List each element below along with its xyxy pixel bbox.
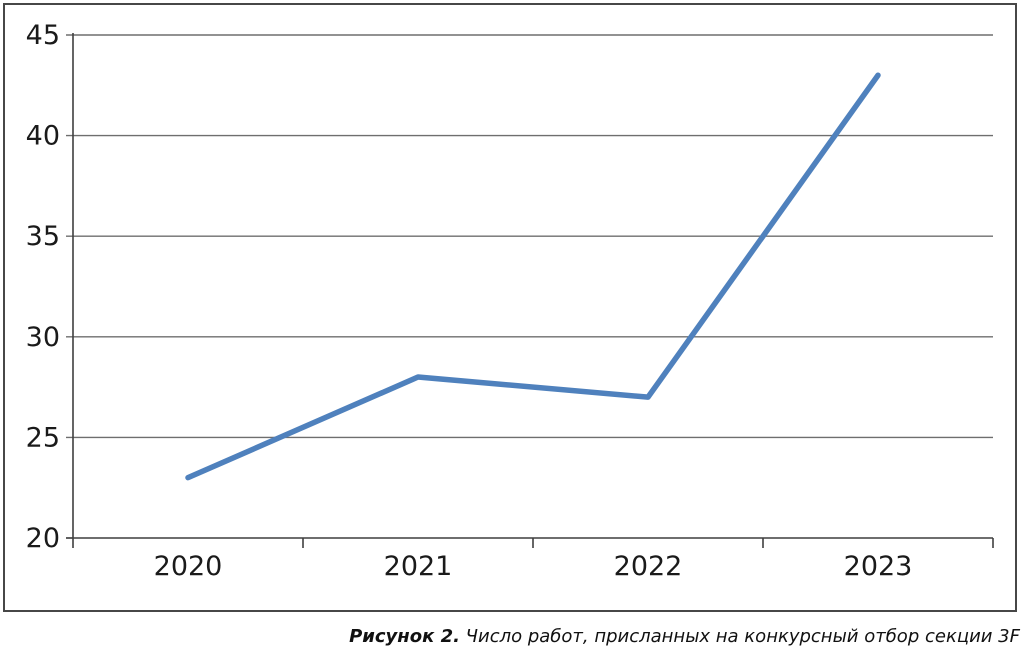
chart-canvas: 20 25 30 35 40 45 2020 2021 2022 2023 xyxy=(26,20,994,582)
figure-caption-label: Рисунок 2. xyxy=(349,626,460,647)
y-axis-tick-label: 35 xyxy=(26,221,60,252)
series-line xyxy=(185,72,881,481)
y-axis-tick-label: 45 xyxy=(26,20,60,51)
x-axis-tick-label: 2020 xyxy=(154,551,223,582)
figure-caption-text: Число работ, присланных на конкурсный от… xyxy=(465,626,1020,647)
figure-caption: Рисунок 2. Число работ, присланных на ко… xyxy=(0,626,1020,647)
y-axis-tick-label: 30 xyxy=(26,322,60,353)
x-axis-tick-label: 2023 xyxy=(844,551,913,582)
y-axis-tick-label: 40 xyxy=(26,121,60,152)
x-axis-tick-label: 2022 xyxy=(614,551,683,582)
x-axis-tick-label: 2021 xyxy=(384,551,453,582)
y-axis-tick-label: 25 xyxy=(26,422,60,453)
line-chart: 20 25 30 35 40 45 2020 2021 2022 2023 xyxy=(3,3,1017,612)
y-axis-tick-label: 20 xyxy=(26,523,60,554)
